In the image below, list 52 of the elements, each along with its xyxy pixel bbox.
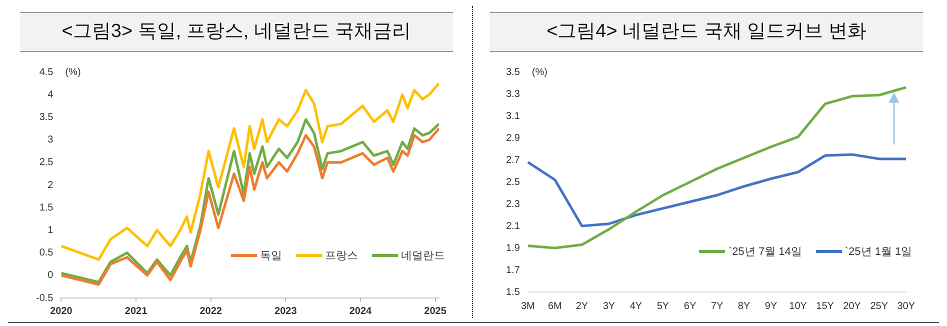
x-tick-label: 7Y xyxy=(710,300,724,312)
y-tick-label: 3.1 xyxy=(506,110,520,122)
y-tick-label: 3.5 xyxy=(39,112,54,123)
x-tick-label: 4Y xyxy=(630,300,642,312)
y-tick-label: 1.5 xyxy=(506,286,520,298)
x-tick-label: 9Y xyxy=(764,300,778,312)
y-tick-label: 2.3 xyxy=(506,198,520,210)
x-tick-label: 2023 xyxy=(274,306,298,317)
chart-title: <그림3> 독일, 프랑스, 네덜란드 국채금리 xyxy=(20,12,453,52)
x-tick-label: 2021 xyxy=(124,306,148,317)
x-tick-label: 15Y xyxy=(816,300,834,312)
x-tick-label: 25Y xyxy=(870,300,888,312)
x-tick-label: 20Y xyxy=(843,300,862,312)
y-tick-label: -0.5 xyxy=(36,292,54,304)
y-axis-title: (%) xyxy=(65,66,81,78)
y-tick-label: 2.1 xyxy=(506,220,520,232)
x-tick-label: 2020 xyxy=(50,306,73,317)
x-tick-label: 6Y xyxy=(684,300,696,312)
y-tick-label: 1.9 xyxy=(506,242,520,254)
y-tick-label: 2 xyxy=(48,180,54,191)
legend-label: `25년 1월 1일 xyxy=(844,244,912,259)
x-tick-label: 5Y xyxy=(656,300,670,312)
y-tick-label: 2.5 xyxy=(506,176,520,188)
y-tick-label: 2.9 xyxy=(506,132,520,144)
x-tick-label: 10Y xyxy=(789,300,808,312)
y-tick-label: 4.5 xyxy=(39,66,54,78)
x-tick-label: 8Y xyxy=(738,300,750,312)
y-tick-label: 4 xyxy=(48,89,54,100)
legend-label: 네덜란드 xyxy=(401,249,445,264)
legend-label: 독일 xyxy=(260,249,282,264)
y-tick-label: 2.5 xyxy=(39,157,54,168)
legend-label: `25년 7월 14일 xyxy=(728,244,802,259)
y-tick-label: 2.7 xyxy=(506,154,520,166)
y-tick-label: 1.7 xyxy=(506,264,520,276)
x-tick-label: 30Y xyxy=(897,300,916,312)
y-tick-label: 1 xyxy=(48,224,54,236)
y-tick-label: 3.3 xyxy=(506,88,520,100)
y-tick-label: 0.5 xyxy=(39,248,54,259)
x-tick-label: 2025 xyxy=(424,306,447,317)
x-tick-label: 3M xyxy=(520,300,535,312)
y-tick-label: 3.5 xyxy=(506,66,520,78)
legend-label: 프랑스 xyxy=(325,249,358,264)
y-tick-label: 0 xyxy=(48,270,54,282)
y-tick-label: 3 xyxy=(48,134,54,146)
chart-title: <그림4> 네덜란드 국채 일드커브 변화 xyxy=(490,12,923,52)
y-tick-label: 1.5 xyxy=(39,202,54,214)
x-tick-label: 6M xyxy=(548,300,562,312)
y-axis-title: (%) xyxy=(532,66,548,78)
x-tick-label: 3Y xyxy=(602,300,616,312)
x-tick-label: 2Y xyxy=(576,300,588,312)
x-tick-label: 2024 xyxy=(349,306,372,317)
x-tick-label: 2022 xyxy=(200,306,222,317)
